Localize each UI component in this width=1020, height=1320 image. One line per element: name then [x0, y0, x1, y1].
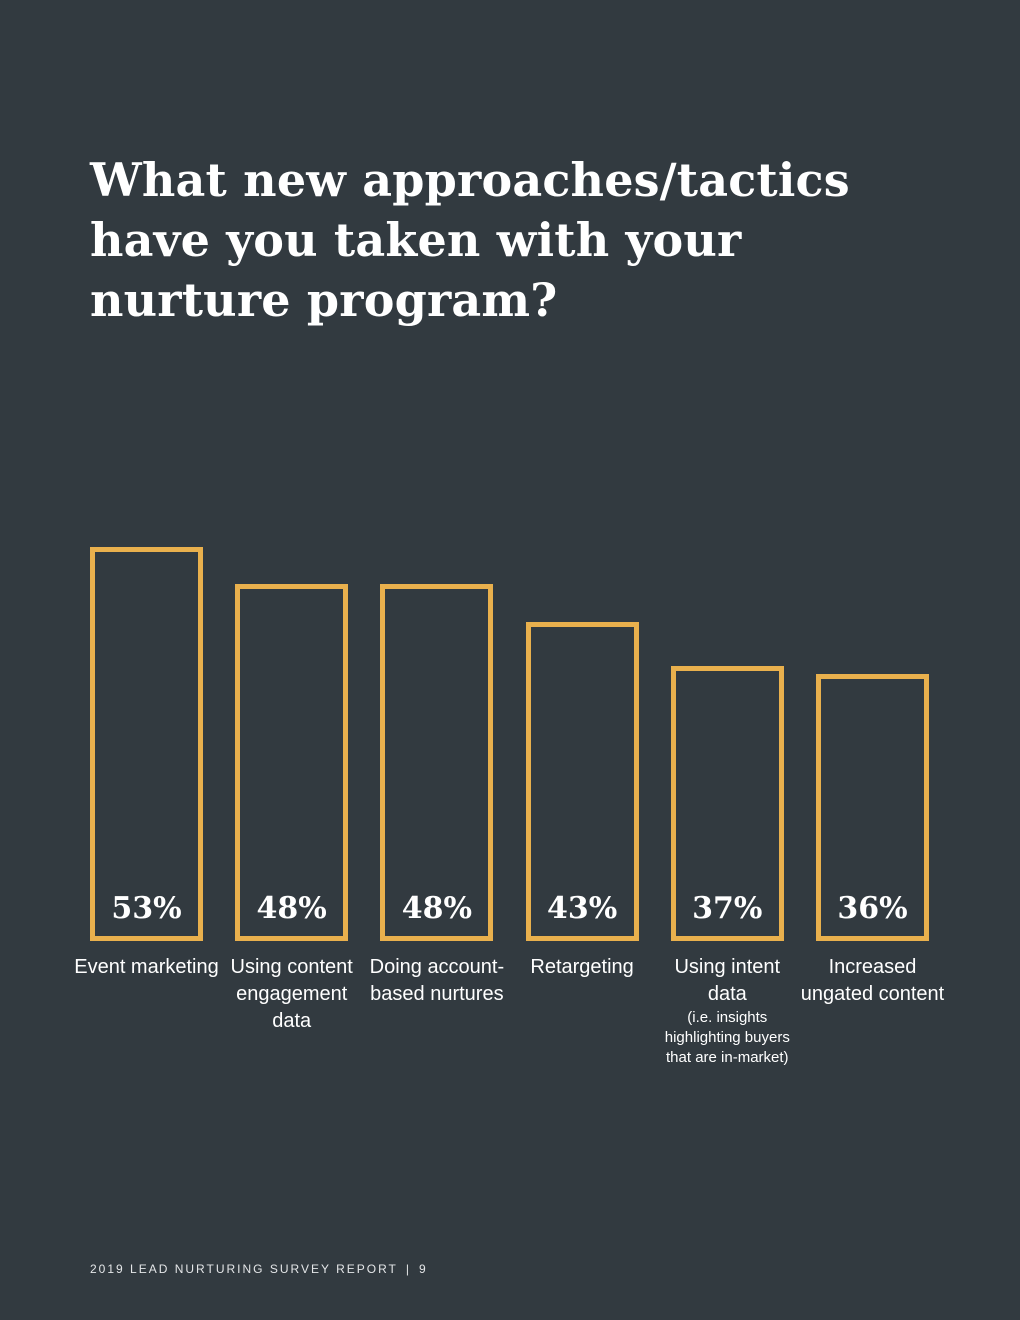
bar-value-label: 48%: [256, 890, 327, 926]
bar: 36%: [816, 673, 929, 941]
bar-value-label: 37%: [692, 890, 763, 926]
chart-title: What new approaches/tactics have you tak…: [90, 153, 850, 327]
category-label: Using intent data (i.e. insights highligh…: [652, 954, 802, 1068]
category-label: Using content engagement data: [217, 954, 367, 1035]
category-label-text: Using content engagement data: [230, 956, 353, 1032]
bar: 48%: [235, 584, 349, 941]
page-footer: 2019 LEAD NURTURING SURVEY REPORT | 9: [90, 1262, 428, 1276]
category-label-text: Using intent data: [674, 956, 781, 1005]
category-label-text: Retargeting: [530, 956, 634, 978]
category-note: (i.e. insights highlighting buyers that …: [664, 1009, 790, 1066]
category-label: Doing account-based nurtures: [362, 954, 512, 1008]
category-label: Retargeting: [507, 954, 657, 981]
bar-value-label: 43%: [546, 890, 618, 926]
page-number: 9: [418, 1262, 428, 1276]
category-label: Event marketing: [72, 954, 222, 981]
category-label: Increased ungated content: [798, 954, 948, 1008]
bar-value-label: 36%: [837, 890, 908, 926]
bar: 53%: [90, 547, 203, 941]
bar: 48%: [380, 584, 494, 941]
category-label-text: Doing account-based nurtures: [369, 956, 505, 1005]
footer-report-title: 2019 LEAD NURTURING SURVEY REPORT: [90, 1262, 398, 1276]
category-label-text: Event marketing: [74, 956, 219, 978]
category-label-text: Increased ungated content: [800, 956, 945, 1005]
bar-value-label: 48%: [401, 890, 473, 926]
bar-value-label: 53%: [111, 890, 182, 926]
bar: 37%: [670, 666, 784, 941]
bar: 43%: [525, 621, 639, 941]
footer-separator: |: [405, 1262, 411, 1276]
